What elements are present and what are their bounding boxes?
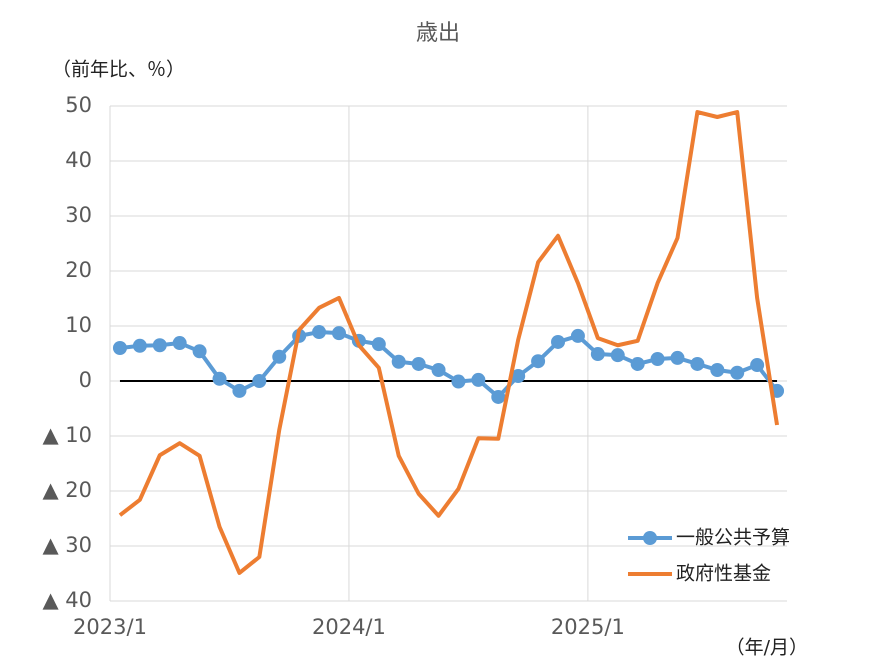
- point: [132, 338, 147, 353]
- point: [730, 365, 745, 380]
- point: [670, 350, 685, 365]
- point: [112, 341, 127, 355]
- point: [551, 334, 566, 349]
- point: [371, 337, 386, 352]
- y-tick-label: ▲ 20: [42, 478, 92, 502]
- y-tick-label: ▲ 30: [42, 533, 92, 557]
- point: [312, 325, 327, 340]
- point: [750, 358, 765, 373]
- point: [570, 328, 585, 343]
- point: [152, 338, 167, 353]
- point: [610, 348, 625, 363]
- point: [710, 363, 725, 377]
- point: [172, 336, 187, 351]
- x-axis-label: （年/月）: [726, 637, 808, 659]
- chart-title: 歳出: [416, 21, 460, 46]
- legend-marker: [643, 531, 657, 545]
- point: [212, 371, 227, 386]
- point: [451, 374, 466, 389]
- series-line: [118, 110, 780, 575]
- point: [331, 326, 346, 341]
- point: [511, 369, 526, 384]
- x-tick-label: 2025/1: [551, 615, 625, 639]
- point: [232, 383, 247, 398]
- y-tick-label: 50: [65, 93, 92, 117]
- y-tick-label: ▲ 10: [42, 423, 92, 447]
- point: [471, 372, 486, 387]
- y-tick-label: 20: [65, 258, 92, 282]
- x-tick-label: 2024/1: [312, 615, 386, 639]
- legend-label: 一般公共予算: [676, 527, 790, 549]
- point: [590, 347, 605, 362]
- point: [192, 344, 207, 359]
- point: [491, 389, 506, 404]
- y-tick-label: ▲ 40: [42, 588, 92, 612]
- y-tick-label: 0: [79, 368, 92, 392]
- y-tick-label: 10: [65, 313, 92, 337]
- series-line: [119, 330, 779, 399]
- legend-label: 政府性基金: [676, 563, 771, 585]
- y-tick-label: 40: [65, 148, 92, 172]
- point: [272, 349, 287, 364]
- point: [630, 356, 645, 371]
- y-axis-label: （前年比、％）: [52, 59, 185, 81]
- point: [391, 354, 406, 369]
- point: [650, 352, 665, 366]
- point: [690, 356, 705, 371]
- x-tick-label: 2023/1: [73, 615, 147, 639]
- point: [411, 356, 426, 371]
- point: [531, 354, 546, 369]
- point: [252, 374, 267, 388]
- y-tick-label: 30: [65, 203, 92, 227]
- point: [431, 363, 446, 377]
